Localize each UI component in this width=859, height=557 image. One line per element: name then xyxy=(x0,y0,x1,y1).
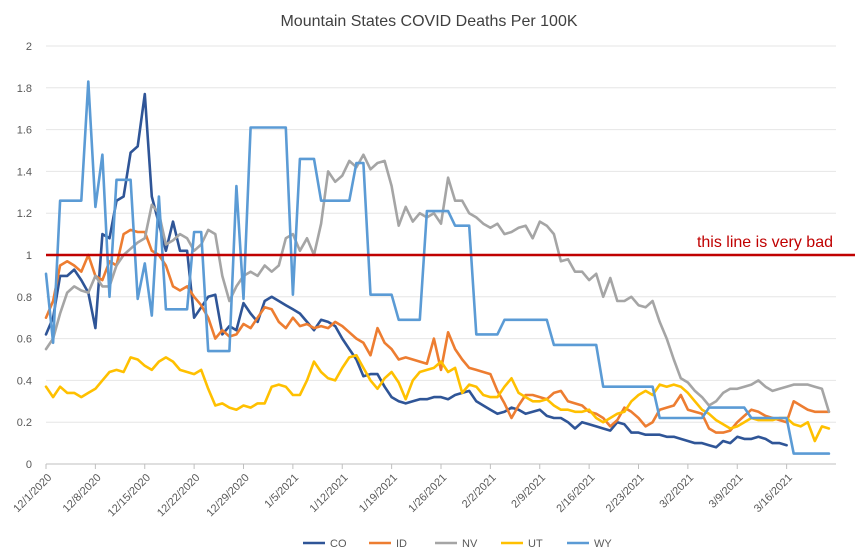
y-tick-label: 0.4 xyxy=(17,375,32,387)
legend-label-ut: UT xyxy=(528,538,543,550)
y-tick-label: 1 xyxy=(26,250,32,262)
y-tick-label: 0 xyxy=(26,459,32,471)
y-axis-ticks: 0 0.2 0.4 0.6 0.8 1 1.2 1.4 1.6 1.8 2 xyxy=(17,41,32,471)
legend-label-co: CO xyxy=(330,538,347,550)
series-line-ut xyxy=(44,353,831,443)
series-line-co xyxy=(44,92,788,449)
chart-title: Mountain States COVID Deaths Per 100K xyxy=(280,13,577,30)
y-tick-label: 1.8 xyxy=(17,83,32,95)
y-tick-label: 1.2 xyxy=(17,208,32,220)
series-lines xyxy=(44,80,831,455)
reference-line-label: this line is very bad xyxy=(697,234,833,251)
series-line-wy xyxy=(44,80,831,455)
legend-label-wy: WY xyxy=(594,538,612,550)
legend-label-nv: NV xyxy=(462,538,478,550)
y-tick-label: 2 xyxy=(26,41,32,53)
y-tick-label: 0.8 xyxy=(17,292,32,304)
y-tick-label: 0.6 xyxy=(17,334,32,346)
legend: CO ID NV UT WY xyxy=(303,538,612,550)
y-tick-label: 1.4 xyxy=(17,166,32,178)
series-line-nv xyxy=(44,153,831,414)
y-tick-label: 0.2 xyxy=(17,417,32,429)
y-tick-label: 1.6 xyxy=(17,125,32,137)
series-line-id xyxy=(44,228,831,434)
legend-label-id: ID xyxy=(396,538,407,550)
